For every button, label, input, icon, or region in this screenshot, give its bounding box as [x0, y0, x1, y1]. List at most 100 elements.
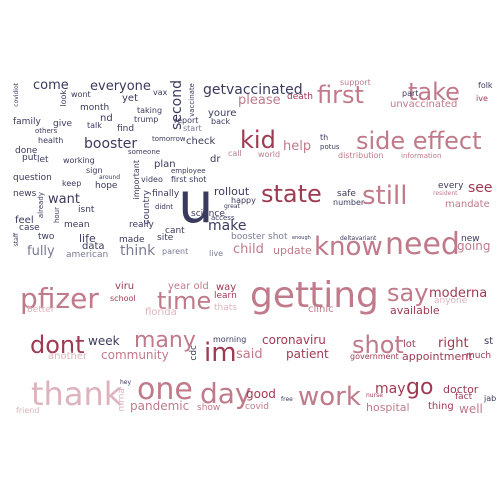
word-number: number: [333, 198, 365, 207]
word-day: day: [200, 377, 252, 410]
word-ive: ive: [476, 94, 488, 103]
word-potus: potus: [320, 143, 340, 151]
word-live: live: [209, 249, 224, 258]
word-work: work: [298, 382, 361, 412]
word-someone: someone: [128, 148, 161, 156]
word-government: government: [350, 352, 399, 361]
word-isnt: isnt: [78, 205, 95, 215]
word-science: science: [191, 209, 225, 219]
word-u: u: [178, 171, 214, 236]
word-case: case: [19, 223, 40, 233]
word-safe: safe: [337, 189, 356, 199]
word-said: said: [236, 347, 263, 362]
word-see: see: [468, 180, 493, 196]
word-booster: booster: [84, 136, 138, 152]
word-cdc: cdc: [189, 345, 199, 361]
word-better: better: [27, 305, 55, 315]
word-video: video: [141, 175, 163, 184]
word-news: news: [13, 189, 37, 199]
word-staff: staff: [13, 233, 20, 247]
word-check: check: [186, 136, 216, 147]
word-keep: keep: [62, 179, 82, 188]
word-way: way: [216, 282, 237, 293]
word-mrna: mrna: [117, 388, 127, 412]
word-many: many: [134, 328, 196, 353]
word-update: update: [273, 244, 312, 257]
word-hey: hey: [120, 379, 132, 386]
word-school: school: [110, 294, 136, 303]
word-want: want: [48, 192, 80, 207]
word-deltavariant: deltavariant: [340, 235, 377, 242]
word-well: well: [459, 402, 483, 416]
word-part: part: [402, 89, 419, 98]
word-pfizer: pfizer: [20, 282, 99, 315]
word-mandate: mandate: [445, 199, 490, 210]
word-community: community: [101, 348, 169, 362]
word-child: child: [233, 242, 264, 257]
word-plan: plan: [154, 159, 176, 170]
word-morning: morning: [213, 335, 247, 344]
word-american: american: [66, 250, 109, 260]
word-appointment: appointment: [402, 350, 473, 363]
word-lot: lot: [403, 339, 416, 350]
word-question: question: [13, 173, 52, 183]
word-getting: getting: [250, 275, 379, 316]
word-find: find: [117, 124, 135, 134]
word-resident: resident: [433, 190, 458, 197]
word-world: world: [258, 150, 281, 159]
word-covid: covid: [245, 402, 269, 412]
word-access: access: [211, 214, 235, 222]
word-country: country: [142, 190, 152, 225]
word-st: st: [484, 336, 494, 347]
word-available: available: [390, 304, 440, 317]
word-show: show: [197, 403, 221, 413]
word-may: may: [375, 381, 406, 397]
word-moderna: moderna: [429, 286, 488, 301]
word-take: take: [408, 78, 460, 106]
word-back: back: [211, 117, 231, 126]
word-health: health: [38, 136, 64, 145]
word-new: new: [461, 234, 480, 244]
word-anyone: anyone: [434, 296, 468, 306]
word-im: im: [204, 338, 237, 368]
word-learn: learn: [214, 291, 237, 301]
word-help: help: [283, 139, 312, 154]
word-free: free: [281, 396, 293, 403]
word-clinic: clinic: [308, 304, 334, 315]
word-week: week: [88, 334, 120, 348]
word-employee: employee: [171, 167, 206, 175]
word-start: start: [183, 124, 202, 133]
word-kid: kid: [240, 126, 276, 154]
word-working: working: [63, 156, 95, 165]
word-really: really: [129, 220, 154, 230]
word-youre: youre: [208, 108, 237, 119]
word-th: th: [320, 133, 329, 142]
word-fully: fully: [27, 244, 55, 259]
word-booster-shot: booster shot: [231, 232, 288, 242]
word-doctor: doctor: [443, 383, 479, 396]
word-first-shot: first shot: [171, 175, 207, 184]
word-side-effect: side effect: [356, 127, 482, 155]
word-jab: jab: [484, 394, 497, 403]
word-look: look: [59, 90, 68, 107]
word-call: call: [228, 149, 242, 158]
word-site: site: [157, 233, 174, 243]
word-time: time: [157, 287, 212, 315]
word-need: need: [385, 227, 460, 262]
word-hope: hope: [95, 181, 118, 191]
word-unvaccinated: unvaccinated: [390, 99, 458, 110]
word-around: around: [99, 174, 121, 181]
word-shot: shot: [352, 331, 404, 359]
word-nurse: nurse: [366, 392, 383, 399]
word-information: information: [401, 152, 442, 160]
word-rollout: rollout: [214, 185, 250, 198]
word-right: right: [438, 336, 469, 351]
word-already: already: [37, 192, 45, 219]
word-distribution: distribution: [338, 151, 384, 160]
word-much: much: [466, 351, 492, 361]
word-life: life: [79, 232, 96, 245]
word-dr: dr: [210, 154, 221, 165]
word-viru: viru: [115, 281, 135, 292]
word-let: let: [37, 155, 49, 165]
word-trump: trump: [134, 115, 159, 124]
